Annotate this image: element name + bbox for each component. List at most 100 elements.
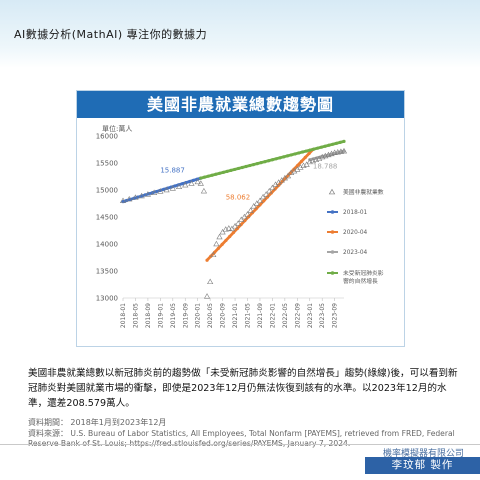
trend-point-2 [228,234,232,239]
x-tick-label: 2020-01 [195,303,202,328]
x-tick-label: 2020-09 [220,303,227,328]
trend-point-4 [202,175,207,179]
trend-point-4 [267,159,271,163]
description-text: 美國非農就業總數以新冠肺炎前的趨勢做「未受新冠肺炎影響的自然增長」趨勢(綠線)後… [28,368,458,409]
trend-point-4 [214,172,218,176]
trend-point-2 [224,238,228,243]
trend-point-2 [216,246,220,250]
data-point-marker [210,251,217,258]
data-point-marker [169,185,176,191]
data-point-marker [315,155,323,161]
data-point-marker [225,225,232,231]
y-tick-label: 15500 [96,160,118,168]
trend-point-4 [300,150,305,154]
data-point-marker [287,169,295,175]
trend-point-4 [278,156,282,160]
data-point-marker [238,216,245,222]
data-point-marker [207,278,214,285]
header-title: AI數據分析(MathAI) 專注你的數據力 [14,28,208,41]
data-point-marker [340,147,348,154]
organization-name: 機率模擬器有限公司 [382,449,464,459]
data-point-marker [119,197,127,204]
trend-point-2 [303,155,307,160]
legend-marker [328,188,336,195]
trend-line-1 [121,176,203,204]
x-tick-label: 2019-01 [157,303,164,328]
trend-point-2 [307,151,311,156]
trend-point-4 [342,139,346,143]
trend-point-1 [162,187,166,191]
y-tick-label: 13500 [96,268,118,276]
legend-label: 未受新冠肺炎影 [343,269,384,277]
trend-point-1 [169,185,173,189]
trend-point-4 [263,160,267,164]
data-point-marker [263,191,270,197]
trend-point-2 [299,159,304,163]
trend-point-4 [244,164,248,169]
trend-point-4 [236,166,241,171]
y-tick-label: 13000 [96,295,118,303]
trend-point-4 [293,152,297,156]
trend-point-4 [240,165,244,170]
trend-point-4 [259,161,263,165]
trend-point-1 [121,200,125,204]
data-point-marker [259,193,267,200]
data-point-marker [157,188,164,194]
x-tick-label: 2021-09 [257,303,264,328]
x-tick-label: 2022-09 [294,303,301,328]
x-tick-label: 2022-01 [269,303,276,328]
data-point-marker [266,187,273,194]
data-point-marker [235,220,242,226]
trend-point-4 [251,162,256,167]
footer-divider [0,444,480,445]
x-tick-label: 2020-05 [207,303,214,328]
legend-label: 2023-04 [343,250,368,256]
data-point-marker [250,202,257,209]
x-tick-label: 2022-05 [282,303,289,328]
data-point-marker [284,172,292,179]
trend-point-4 [233,167,237,172]
trend-point-4 [199,176,203,180]
annotation-label: 18.788 [313,163,338,171]
trend-point-4 [225,169,229,173]
legend-label: 2020-04 [343,230,368,236]
trend-point-4 [270,158,275,162]
trend-point-4 [331,142,335,146]
trend-point-2 [262,199,266,203]
data-point-marker [126,195,133,202]
x-tick-label: 2023-09 [332,303,339,328]
trend-point-4 [206,174,210,178]
x-tick-label: 2021-05 [245,303,252,328]
legend-label: 響的自然增長 [343,277,378,285]
data-point-marker [144,191,152,197]
data-point-marker [256,197,264,204]
data-point-marker [247,207,254,213]
data-point-marker [197,180,204,186]
x-tick-label: 2021-01 [232,303,239,328]
data-point-marker [132,194,139,200]
legend-swatch-dot [330,250,335,254]
trend-point-4 [323,144,327,148]
data-point-marker [138,192,145,199]
data-point-marker [231,222,239,229]
trend-point-1 [143,193,147,197]
period-label: 資料期間： [28,418,68,427]
trend-point-1 [184,180,188,185]
data-point-marker [228,225,236,232]
trend-point-1 [180,182,184,186]
trend-point-4 [282,155,286,159]
y-tick-label: 14000 [96,241,118,249]
trend-point-2 [205,258,209,262]
trend-point-2 [247,215,251,219]
data-point-marker [188,180,195,186]
x-tick-label: 2018-09 [145,303,152,328]
annotation-label: 58.062 [226,194,251,202]
trend-point-1 [173,184,177,188]
trend-point-2 [231,230,236,235]
legend-label: 2018-01 [343,210,368,216]
data-point-marker [219,228,226,235]
trend-point-4 [289,153,293,157]
trend-point-2 [220,242,224,246]
trend-point-4 [221,170,226,174]
